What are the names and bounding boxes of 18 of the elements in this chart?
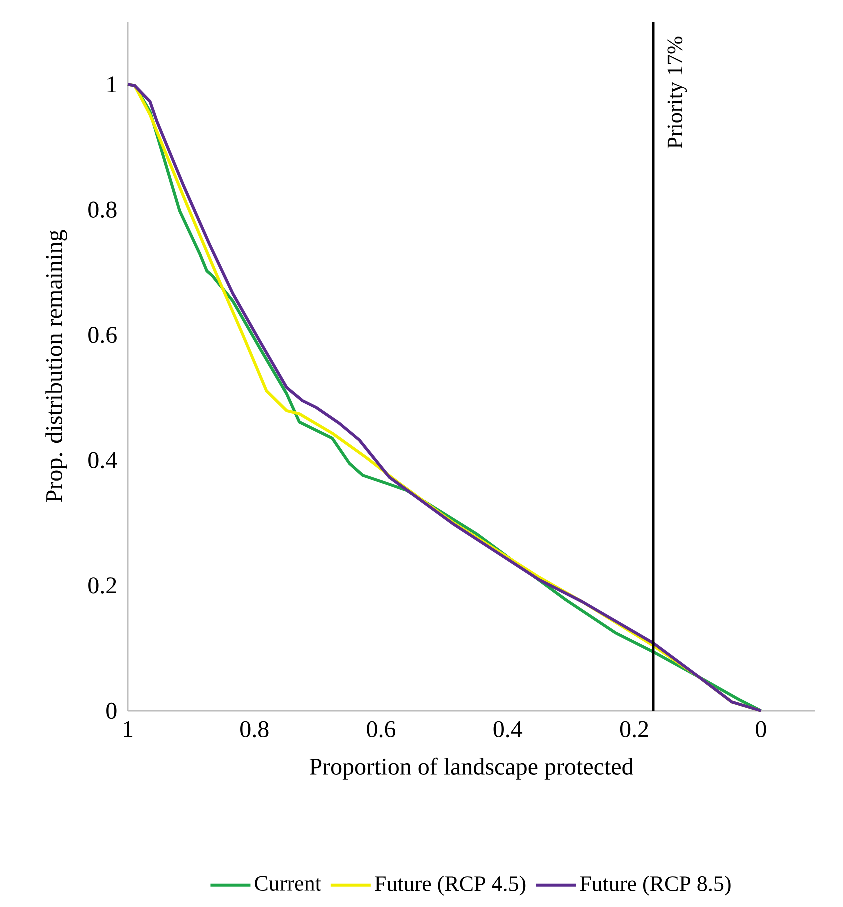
x-tick-label: 1: [124, 721, 133, 738]
x-tick-label: 0.8: [240, 721, 269, 738]
y-tick-label: 0: [106, 702, 117, 720]
y-tick-label: 0.2: [88, 578, 116, 594]
x-tick-label: 0.6: [367, 721, 396, 738]
legend-label: Future (RCP 8.5): [580, 876, 731, 896]
x-tick-label: 0.2: [620, 721, 648, 738]
legend-label: Future (RCP 4.5): [375, 876, 526, 896]
x-axis-title: Proportion of landscape protected: [310, 758, 634, 780]
y-tick-label: 0.8: [88, 202, 117, 218]
y-axis-title: Prop. distribution remaining: [46, 230, 68, 502]
y-tick-label: 0.6: [88, 327, 117, 344]
x-tick-label: 0: [756, 721, 766, 738]
y-tick-label: 1: [108, 76, 116, 93]
legend-label: Current: [255, 876, 322, 892]
ref-line-label: Priority 17%: [668, 36, 688, 149]
y-tick-label: 0.4: [88, 452, 118, 469]
x-tick-label: 0.4: [494, 721, 523, 738]
